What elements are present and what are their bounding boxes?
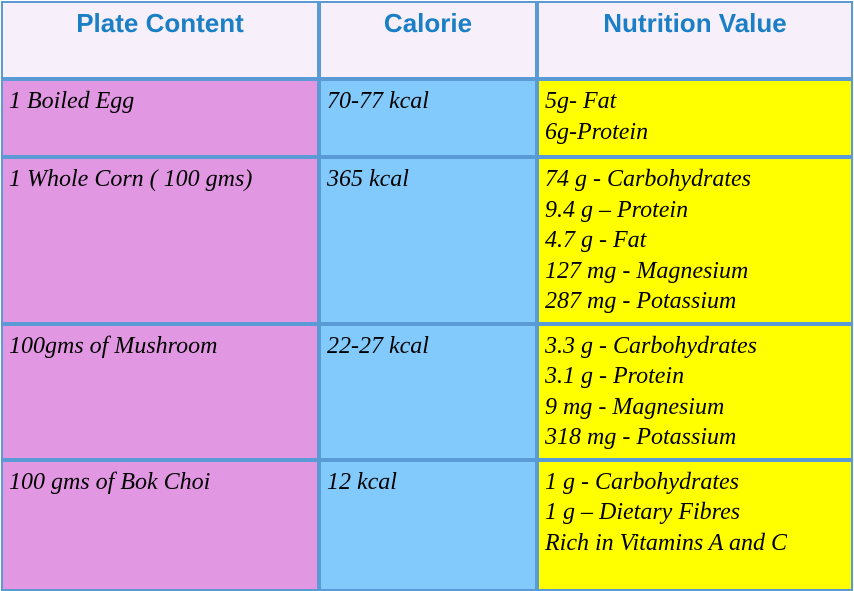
nutrition-line: 1 g - Carbohydrates xyxy=(545,468,739,495)
nutrition-cell: 5g- Fat 6g-Protein xyxy=(537,79,853,157)
table-row: 100 gms of Bok Choi 12 kcal 1 g - Carboh… xyxy=(1,459,853,591)
nutrition-cell: 74 g - Carbohydrates 9.4 g – Protein 4.7… xyxy=(537,157,853,324)
calorie-cell: 12 kcal xyxy=(319,459,537,591)
nutrition-line: 74 g - Carbohydrates xyxy=(545,166,751,192)
calorie-cell: 22-27 kcal xyxy=(319,323,537,460)
header-plate-content: Plate Content xyxy=(1,1,319,79)
calorie-cell: 70-77 kcal xyxy=(319,79,537,157)
plate-cell: 100gms of Mushroom xyxy=(1,323,319,460)
nutrition-line: 127 mg - Magnesium xyxy=(545,257,749,284)
calorie-cell: 365 kcal xyxy=(319,157,537,324)
nutrition-line: 6g-Protein xyxy=(545,118,649,145)
nutrition-line: 318 mg - Potassium xyxy=(545,424,737,450)
header-nutrition-value: Nutrition Value xyxy=(537,1,853,79)
nutrition-line: 287 mg - Potassium xyxy=(545,288,737,314)
plate-cell: 1 Boiled Egg xyxy=(1,79,319,157)
nutrition-line: 1 g – Dietary Fibres xyxy=(545,499,741,525)
plate-cell: 1 Whole Corn ( 100 gms) xyxy=(1,157,319,324)
nutrition-line: 3.1 g - Protein xyxy=(545,363,685,389)
nutrition-line: 5g- Fat xyxy=(545,88,617,114)
nutrition-line: 9.4 g – Protein xyxy=(545,196,689,223)
nutrition-line: 3.3 g - Carbohydrates xyxy=(545,332,757,359)
table-row: 1 Boiled Egg 70-77 kcal 5g- Fat 6g-Prote… xyxy=(1,79,853,157)
nutrition-line: 9 mg - Magnesium xyxy=(545,393,725,420)
header-row: Plate Content Calorie Nutrition Value xyxy=(1,1,853,79)
nutrition-line: 4.7 g - Fat xyxy=(545,227,647,253)
plate-cell: 100 gms of Bok Choi xyxy=(1,459,319,591)
nutrition-cell: 3.3 g - Carbohydrates 3.1 g - Protein 9 … xyxy=(537,323,853,460)
nutrition-cell: 1 g - Carbohydrates 1 g – Dietary Fibres… xyxy=(537,459,853,591)
table-row: 1 Whole Corn ( 100 gms) 365 kcal 74 g - … xyxy=(1,157,853,324)
header-calorie: Calorie xyxy=(319,1,537,79)
table-row: 100gms of Mushroom 22-27 kcal 3.3 g - Ca… xyxy=(1,323,853,460)
nutrition-line: Rich in Vitamins A and C xyxy=(545,529,788,556)
